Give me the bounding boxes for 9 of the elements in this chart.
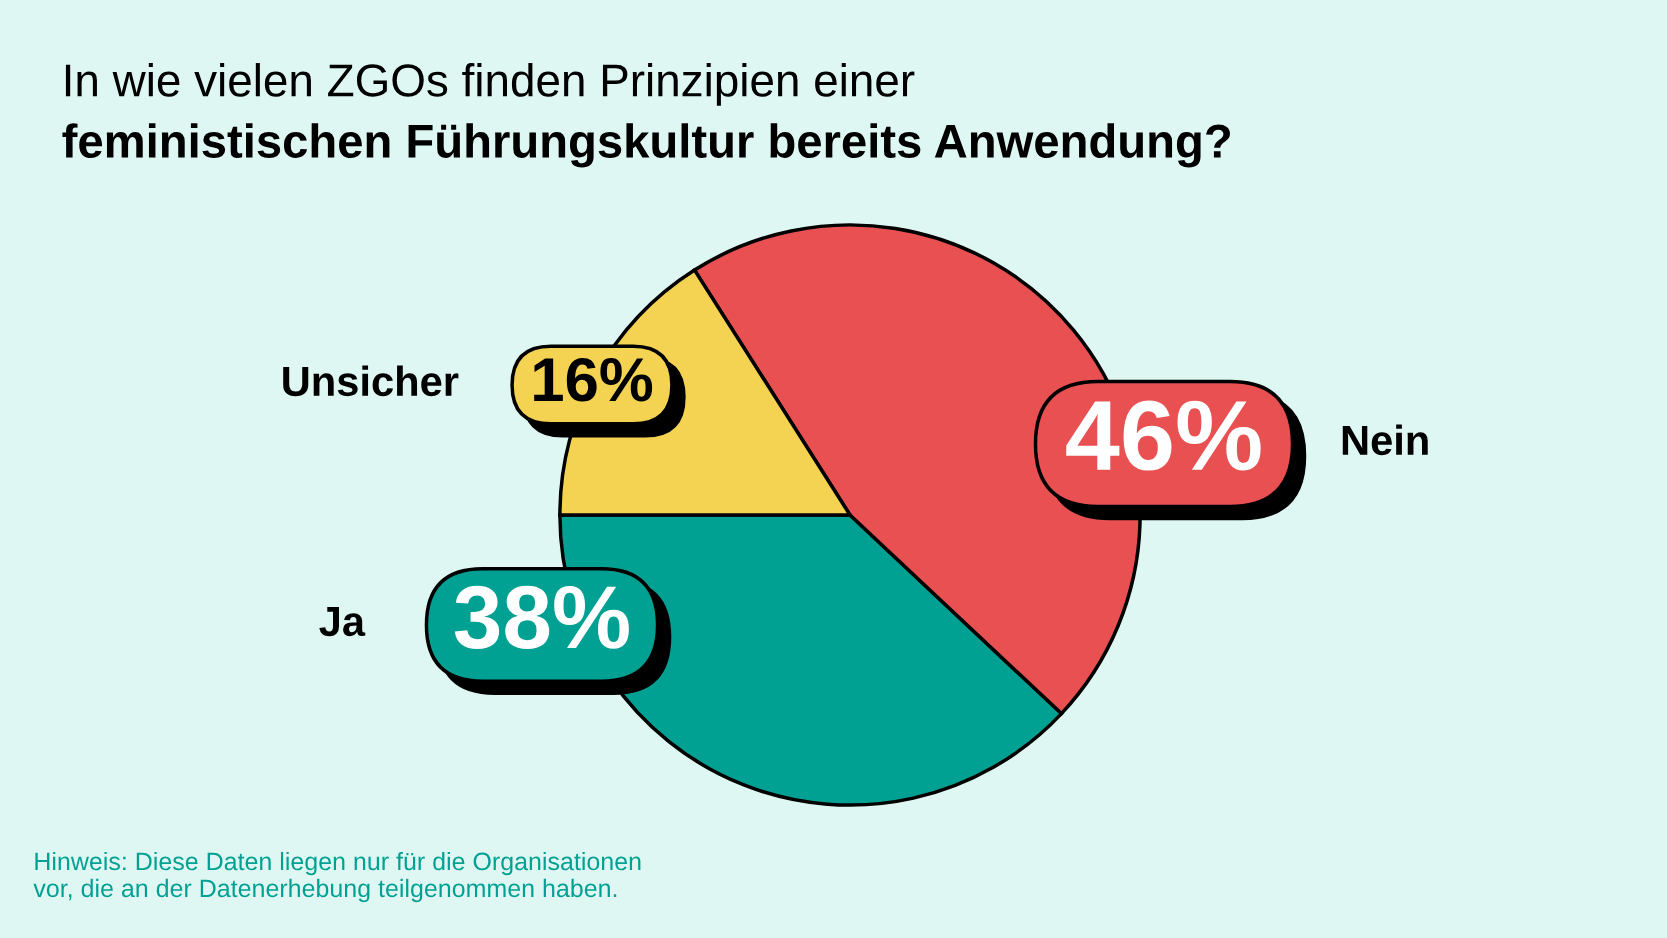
- slice-label: Nein: [1342, 424, 1428, 456]
- legend-label: Unsicher: [283, 365, 459, 397]
- chart-title: In wie vielen ZGOs finden Prinzipien einer: [65, 63, 915, 106]
- data-label: 46%: [1066, 400, 1261, 471]
- slice-label: Ja: [319, 607, 366, 637]
- data-label: 38%: [454, 585, 629, 650]
- data-label: 16%: [534, 357, 653, 402]
- text: Hinweis: Diese Daten liegen nur für die Organisationen vor, die an der Datenerhebung teilgenommen haben.: [33, 851, 641, 903]
- chart-subtitle: feministischen Führungskultur bereits Anwendung?: [62, 123, 1230, 168]
